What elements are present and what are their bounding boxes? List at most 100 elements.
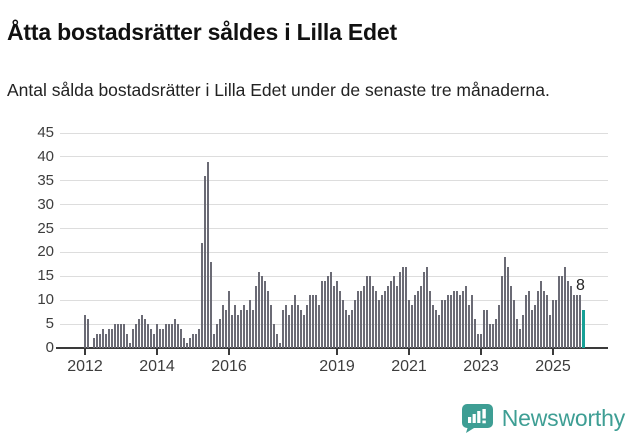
bar bbox=[495, 319, 497, 348]
bar bbox=[513, 300, 515, 348]
bar bbox=[285, 305, 287, 348]
y-axis-tick-label: 30 bbox=[37, 195, 54, 213]
bar bbox=[429, 290, 431, 348]
bar bbox=[291, 305, 293, 348]
bar bbox=[126, 333, 128, 348]
bar bbox=[567, 281, 569, 348]
bar bbox=[528, 290, 530, 348]
bar bbox=[561, 276, 563, 348]
bar bbox=[216, 324, 218, 348]
bar bbox=[507, 266, 509, 348]
page-title: Åtta bostadsrätter såldes i Lilla Edet bbox=[7, 19, 397, 46]
bar bbox=[519, 328, 521, 348]
bar bbox=[477, 333, 479, 348]
bar bbox=[543, 290, 545, 348]
x-axis-tick bbox=[228, 349, 230, 355]
last-value-label: 8 bbox=[576, 277, 585, 294]
bar bbox=[525, 295, 527, 348]
bar bbox=[162, 328, 164, 348]
bar bbox=[198, 328, 200, 348]
bar bbox=[120, 324, 122, 348]
bar bbox=[318, 305, 320, 348]
bar bbox=[168, 324, 170, 348]
bar bbox=[147, 324, 149, 348]
bar bbox=[267, 290, 269, 348]
x-axis-tick bbox=[336, 349, 338, 355]
bar bbox=[552, 300, 554, 348]
bar bbox=[171, 324, 173, 348]
bar bbox=[105, 333, 107, 348]
bar bbox=[486, 309, 488, 348]
bar bbox=[117, 324, 119, 348]
bar bbox=[354, 300, 356, 348]
bar bbox=[159, 328, 161, 348]
bar bbox=[378, 300, 380, 348]
bar bbox=[423, 271, 425, 348]
bar bbox=[270, 305, 272, 348]
bar bbox=[360, 290, 362, 348]
bar bbox=[102, 328, 104, 348]
bar bbox=[201, 242, 203, 348]
bar bbox=[531, 309, 533, 348]
bar bbox=[540, 281, 542, 348]
bar bbox=[99, 333, 101, 348]
bar bbox=[84, 314, 86, 348]
bar bbox=[288, 314, 290, 348]
bar bbox=[441, 300, 443, 348]
bar bbox=[189, 338, 191, 348]
bar bbox=[306, 305, 308, 348]
bar bbox=[294, 295, 296, 348]
bar bbox=[333, 285, 335, 348]
bar bbox=[366, 276, 368, 348]
gridline bbox=[60, 251, 608, 253]
bar bbox=[252, 309, 254, 348]
bar bbox=[165, 324, 167, 348]
bar bbox=[255, 285, 257, 348]
bar bbox=[375, 290, 377, 348]
bar bbox=[303, 314, 305, 348]
bar bbox=[522, 314, 524, 348]
x-axis-tick-label: 2016 bbox=[211, 358, 247, 375]
bar bbox=[576, 295, 578, 348]
bar bbox=[534, 305, 536, 348]
bar bbox=[399, 271, 401, 348]
bar bbox=[204, 176, 206, 348]
bar bbox=[555, 300, 557, 348]
bar bbox=[420, 285, 422, 348]
bar bbox=[144, 319, 146, 348]
bar bbox=[237, 314, 239, 348]
newsworthy-logo: Newsworthy bbox=[461, 403, 625, 433]
bar bbox=[558, 276, 560, 348]
y-axis-tick-label: 10 bbox=[37, 291, 54, 309]
x-axis-tick bbox=[84, 349, 86, 355]
bar bbox=[180, 328, 182, 348]
bar bbox=[537, 290, 539, 348]
bar bbox=[468, 305, 470, 348]
bar bbox=[447, 295, 449, 348]
bar bbox=[174, 319, 176, 348]
bar bbox=[342, 300, 344, 348]
bar bbox=[300, 309, 302, 348]
bar bbox=[177, 324, 179, 348]
bar bbox=[408, 300, 410, 348]
bar bbox=[87, 319, 89, 348]
bar bbox=[132, 328, 134, 348]
newsworthy-wordmark: Newsworthy bbox=[501, 404, 625, 431]
bar bbox=[192, 333, 194, 348]
bar bbox=[327, 276, 329, 348]
bar bbox=[195, 333, 197, 348]
bar bbox=[330, 271, 332, 348]
bar bbox=[504, 257, 506, 348]
bar bbox=[246, 309, 248, 348]
x-axis-tick bbox=[156, 349, 158, 355]
bar bbox=[150, 328, 152, 348]
x-axis-tick bbox=[480, 349, 482, 355]
bar bbox=[516, 319, 518, 348]
bar bbox=[393, 276, 395, 348]
bar bbox=[390, 281, 392, 348]
x-axis-tick-label: 2014 bbox=[139, 358, 175, 375]
bar bbox=[135, 324, 137, 348]
bar bbox=[141, 314, 143, 348]
gridline bbox=[60, 228, 608, 230]
bar bbox=[564, 266, 566, 348]
